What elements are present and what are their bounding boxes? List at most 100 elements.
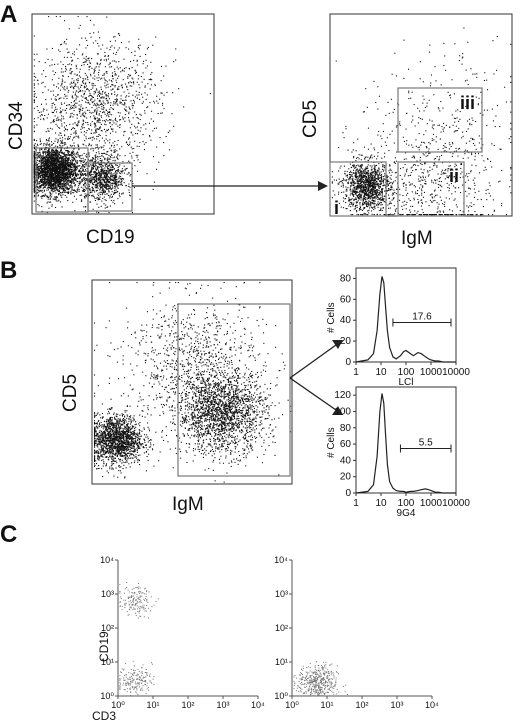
plot-a1-point [43,185,44,186]
plot-a1-point [110,105,111,106]
plot-a1-point [85,156,86,157]
plot-a1-point [56,120,57,121]
plot-a1-point [72,173,73,174]
plot-a1-point [60,140,61,141]
plot-a1-point [102,153,103,154]
plot-a1-point [81,199,82,200]
plot-a1-point [44,115,45,116]
plot-a1-point [80,195,81,196]
plot-a1-point [92,165,93,166]
plot-a1-point [79,111,80,112]
plot-a1-point [121,102,122,103]
plot-a1-point [58,140,59,141]
plot-a1-point [93,209,94,210]
plot-a2-point [359,210,360,211]
plot-a1-point [57,64,58,65]
plot-a1-point [59,178,60,179]
plot-a1-point [37,160,38,161]
plot-a1-point [81,132,82,133]
plot-a1-point [89,156,90,157]
plot-a1-point [81,95,82,96]
plot-a1-point [125,97,126,98]
plot-a1-point [98,53,99,54]
plot-a1-point [95,165,96,166]
plot-a1-point [84,191,85,192]
plot-a1-point [82,155,83,156]
plot-a1-point [155,37,156,38]
plot-a1-point [117,144,118,145]
plot-a1-point [66,39,67,40]
plot-a1-point [94,100,95,101]
plot-a1-point [65,66,66,67]
plot-a1-point [41,167,42,168]
plot-a1-point [55,107,56,108]
plot-a1-point [39,205,40,206]
plot-a1-point [91,130,92,131]
plot-a1-point [116,176,117,177]
plot-a1-point [51,155,52,156]
plot-a1-point [93,168,94,169]
plot-a1-point [44,149,45,150]
plot-a1-point [113,167,114,168]
plot-a1-point [67,150,68,151]
plot-a1-point [97,197,98,198]
plot-a1-point [116,96,117,97]
plot-a1-point [62,186,63,187]
plot-a1-point [89,181,90,182]
plot-a1-point [91,98,92,99]
plot-a1-point [109,155,110,156]
plot-a1-point [68,169,69,170]
plot-a1-point [38,174,39,175]
plot-a1-point [111,107,112,108]
plot-a1-point [70,177,71,178]
plot-a1-point [98,66,99,67]
plot-a1-point [55,150,56,151]
plot-a1-point [101,206,102,207]
plot-a1-point [65,89,66,90]
plot-a1-point [42,196,43,197]
plot-a1-point [64,57,65,58]
plot-a1-point [115,74,116,75]
plot-a1-point [122,168,123,169]
plot-a1-point [101,124,102,125]
plot-a1-point [146,99,147,100]
plot-a1-point [97,63,98,64]
plot-a1-point [62,194,63,195]
plot-a1-point [66,125,67,126]
panel-letter-a: A [0,1,17,28]
plot-a1-point [101,117,102,118]
plot-a1-point [112,202,113,203]
plot-a1-point [99,95,100,96]
plot-a1-point [92,112,93,113]
plot-a1-point [137,171,138,172]
plot-a1-point [104,52,105,53]
plot-a1-point [83,170,84,171]
plot-a1-point [41,181,42,182]
plot-a1-point [45,154,46,155]
plot-a1-point [55,192,56,193]
plot-a1-point [83,94,84,95]
plot-a1-point [56,151,57,152]
plot-a1-point [111,174,112,175]
plot-a1-point [109,212,110,213]
plot-a1-point [80,173,81,174]
plot-a1-point [76,153,77,154]
plot-a1-point [121,95,122,96]
plot-a1-point [136,91,137,92]
plot-a1-point [67,57,68,58]
plot-a1-point [100,122,101,123]
plot-a1-point [90,95,91,96]
plot-a1-point [50,171,51,172]
plot-a1-point [81,65,82,66]
plot-a1-point [49,140,50,141]
plot-a1-point [115,192,116,193]
plot-a1-point [95,68,96,69]
plot-a1-point [139,87,140,88]
plot-a1-point [84,112,85,113]
plot-a1-point [49,187,50,188]
plot-a1-point [57,95,58,96]
plot-a1-point [107,113,108,114]
plot-a1-point [81,201,82,202]
plot-a1-point [48,16,49,17]
plot-a1-point [34,172,35,173]
